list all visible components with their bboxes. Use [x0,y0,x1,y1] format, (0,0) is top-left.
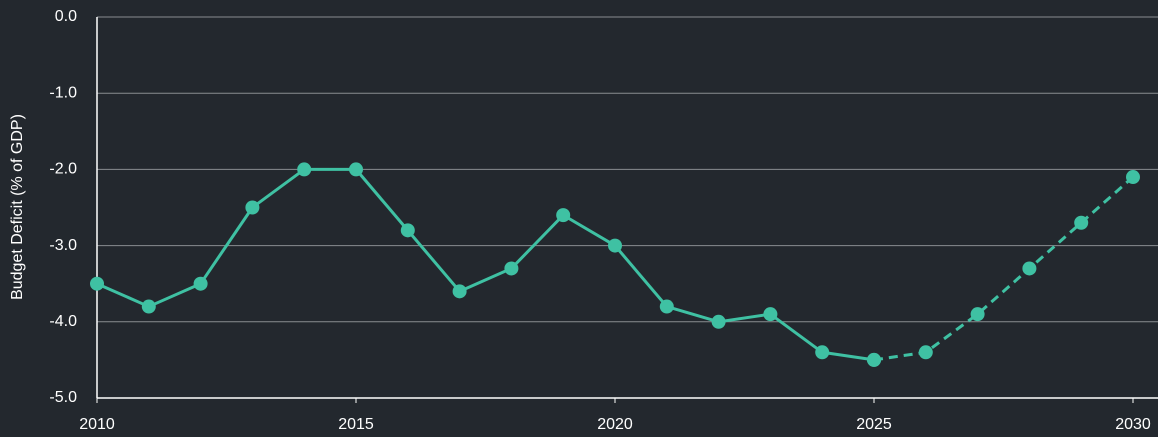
data-line [873,175,1134,362]
data-point [659,299,674,314]
data-point [400,223,415,238]
y-tick-label: -2.0 [49,161,77,178]
data-point [1074,215,1089,230]
y-tick-label: -1.0 [49,84,77,101]
data-point [452,284,467,299]
data-point [193,276,208,291]
data-point [349,162,363,177]
y-tick-label: -4.0 [49,313,77,330]
data-point [711,314,726,329]
data-point [970,307,985,322]
data-point [918,345,933,360]
data-point [608,238,622,253]
x-tick-label: 2020 [597,416,633,433]
data-point [815,345,830,360]
data-point [556,208,571,223]
data-point [90,276,104,291]
data-point [1022,261,1037,276]
y-tick-label: -3.0 [49,237,77,254]
data-point [504,261,519,276]
x-tick-label: 2030 [1115,416,1151,433]
y-tick-label: 0.0 [55,8,77,25]
y-axis-label: Budget Deficit (% of GDP) [9,114,26,300]
data-point [297,162,312,177]
y-tick-label: -5.0 [49,389,77,406]
x-tick-label: 2025 [856,416,892,433]
x-tick-label: 2015 [338,416,374,433]
data-line [96,167,875,362]
x-tick-label: 2010 [79,416,115,433]
data-point [763,307,778,322]
data-point [1126,170,1140,185]
data-point [141,299,156,314]
data-point [867,352,881,367]
data-point [245,200,260,215]
